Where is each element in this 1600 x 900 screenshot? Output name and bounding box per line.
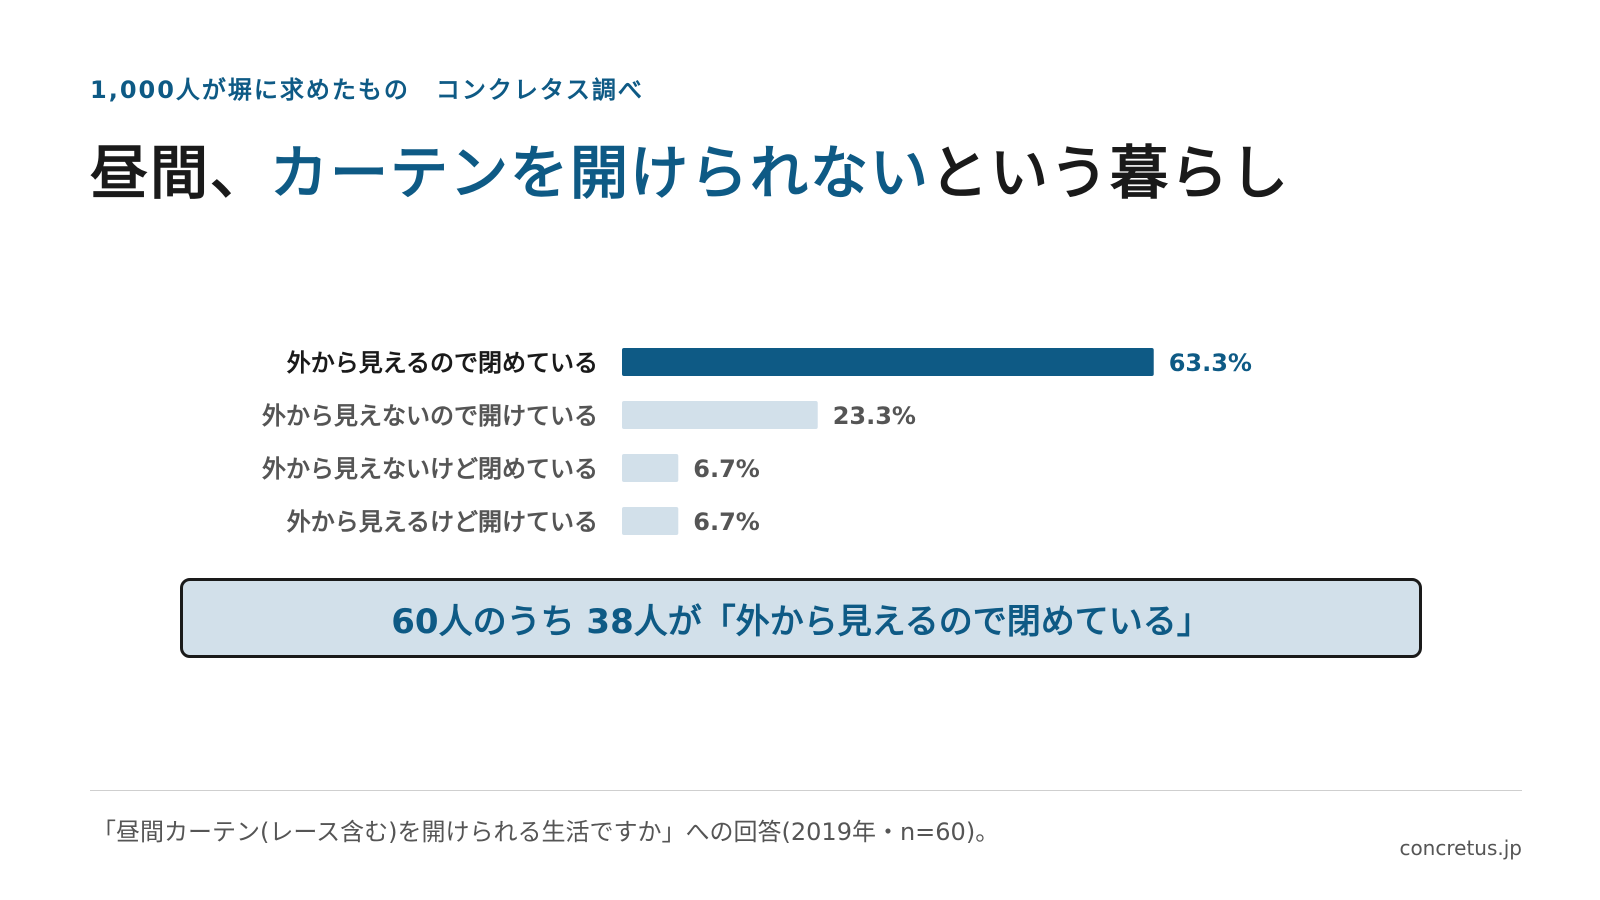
bar [622,348,1154,376]
value-label: 23.3% [833,402,916,430]
category-label: 外から見えるけど開けている [287,508,598,536]
bar [622,454,679,482]
value-label: 63.3% [1169,349,1252,377]
survey-subtitle: 1,000人が塀に求めたもの コンクレタス調べ [90,76,644,104]
bar [622,401,818,429]
bar [622,507,679,535]
bar-chart: 外から見えるので閉めている 63.3% 外から見えないので開けている 23.3% 外から… [262,348,1252,536]
footer-divider [90,790,1522,791]
category-label: 外から見えるので閉めている [287,349,598,377]
callout-text: 60人のうち 38人が「外から見えるので閉めている」 [391,601,1211,642]
source-credit: concretus.jp [1399,836,1522,860]
headline-prefix: 昼間、 [90,139,271,207]
headline-accent: カーテンを開けられない [270,139,931,207]
category-label: 外から見えないけど閉めている [262,455,598,483]
headline-suffix: という暮らし [930,139,1291,207]
value-label: 6.7% [693,455,760,483]
footnote: 「昼間カーテン(レース含む)を開けられる生活ですか」への回答(2019年・n=6… [92,818,1000,846]
callout-box: 60人のうち 38人が「外から見えるので閉めている」 [180,578,1422,658]
value-label: 6.7% [693,508,760,536]
category-label: 外から見えないので開けている [262,402,598,430]
page-title: 昼間、カーテンを開けられないという暮らし [90,126,1290,210]
